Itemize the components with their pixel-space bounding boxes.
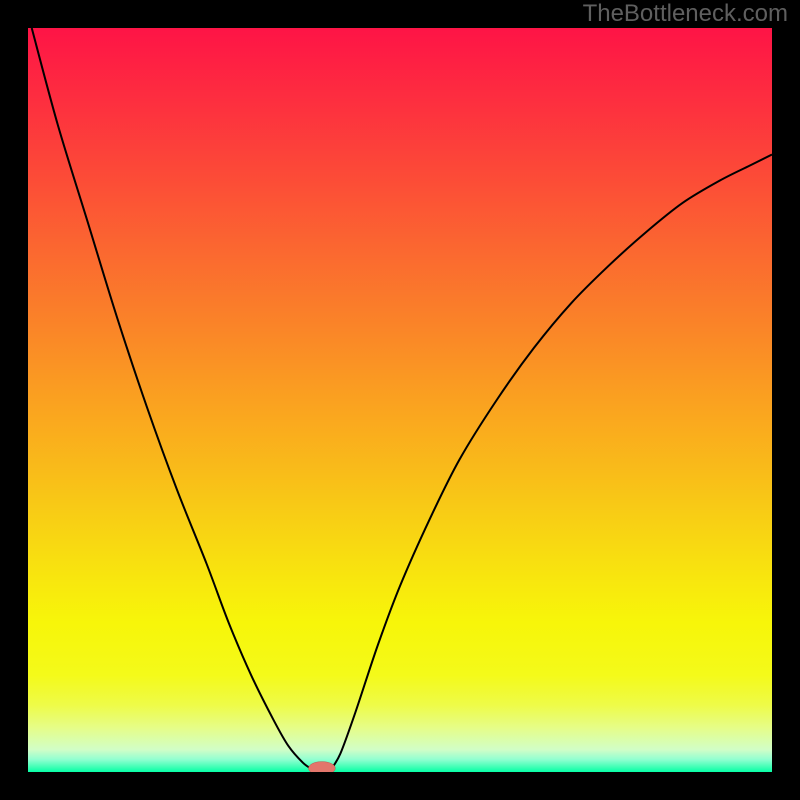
- plot-svg: [28, 28, 772, 772]
- plot-area: [28, 28, 772, 772]
- watermark-text: TheBottleneck.com: [583, 0, 788, 28]
- bottleneck-marker: [308, 762, 335, 772]
- curve-right-branch: [331, 154, 772, 769]
- chart-container: TheBottleneck.com: [0, 0, 800, 800]
- curve-left-branch: [32, 28, 313, 770]
